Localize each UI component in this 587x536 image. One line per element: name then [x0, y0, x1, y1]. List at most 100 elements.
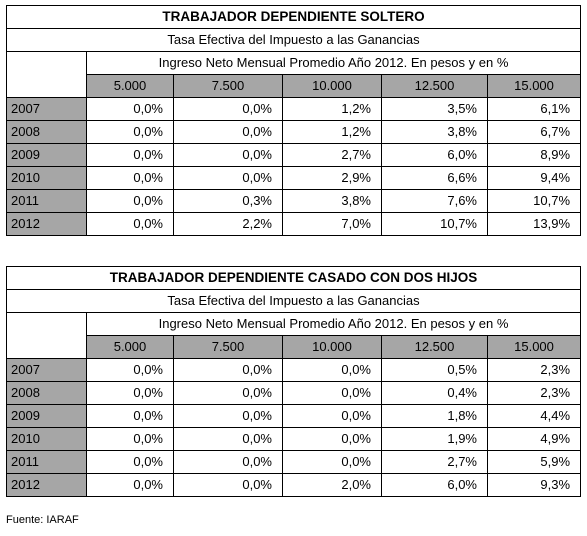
value-cell: 0,0% [173, 97, 283, 121]
year-cell: 2012 [6, 473, 87, 497]
table-subtitle: Tasa Efectiva del Impuesto a las Gananci… [5, 28, 582, 52]
value-cell: 6,7% [486, 120, 582, 144]
value-cell: 1,2% [282, 97, 382, 121]
value-cell: 7,0% [282, 212, 382, 236]
value-cell: 2,3% [486, 381, 582, 405]
table-title: TRABAJADOR DEPENDIENTE CASADO CON DOS HI… [5, 266, 582, 290]
value-cell: 6,6% [381, 166, 488, 190]
value-cell: 8,9% [486, 143, 582, 167]
value-cell: 4,4% [486, 404, 582, 428]
year-cell: 2009 [6, 143, 87, 167]
table-row: 2011 0,0% 0,0% 0,0% 2,7% 5,9% [6, 450, 582, 474]
value-cell: 0,0% [173, 381, 283, 405]
value-cell: 9,4% [486, 166, 582, 190]
table-subtitle: Tasa Efectiva del Impuesto a las Gananci… [5, 289, 582, 313]
table-row: 2010 0,0% 0,0% 2,9% 6,6% 9,4% [6, 166, 582, 190]
value-cell: 2,2% [173, 212, 283, 236]
value-cell: 3,8% [381, 120, 488, 144]
value-cell: 2,7% [282, 143, 382, 167]
year-cell: 2008 [6, 120, 87, 144]
value-cell: 0,0% [86, 450, 174, 474]
table-row: 2009 0,0% 0,0% 2,7% 6,0% 8,9% [6, 143, 582, 167]
value-cell: 1,8% [381, 404, 488, 428]
value-cell: 0,3% [173, 189, 283, 213]
column-header: 15.000 [486, 335, 582, 359]
value-cell: 0,0% [282, 427, 382, 451]
value-cell: 0,0% [173, 473, 283, 497]
year-cell: 2011 [6, 189, 87, 213]
value-cell: 5,9% [486, 450, 582, 474]
table-row: 2011 0,0% 0,3% 3,8% 7,6% 10,7% [6, 189, 582, 213]
table-casado: TRABAJADOR DEPENDIENTE CASADO CON DOS HI… [5, 266, 582, 497]
value-cell: 0,0% [282, 381, 382, 405]
column-group-header: Ingreso Neto Mensual Promedio Año 2012. … [85, 51, 582, 75]
value-cell: 0,0% [173, 120, 283, 144]
year-cell: 2010 [6, 427, 87, 451]
value-cell: 1,2% [282, 120, 382, 144]
value-cell: 0,0% [86, 358, 174, 382]
value-cell: 1,9% [381, 427, 488, 451]
value-cell: 0,0% [86, 143, 174, 167]
value-cell: 6,0% [381, 143, 488, 167]
value-cell: 2,7% [381, 450, 488, 474]
year-cell: 2009 [6, 404, 87, 428]
column-group-header: Ingreso Neto Mensual Promedio Año 2012. … [85, 312, 582, 336]
table-title: TRABAJADOR DEPENDIENTE SOLTERO [5, 5, 582, 29]
value-cell: 7,6% [381, 189, 488, 213]
value-cell: 0,0% [173, 427, 283, 451]
value-cell: 0,0% [86, 212, 174, 236]
value-cell: 0,0% [282, 404, 382, 428]
table-row: 2012 0,0% 2,2% 7,0% 10,7% 13,9% [6, 212, 582, 236]
value-cell: 0,0% [173, 358, 283, 382]
value-cell: 0,0% [86, 404, 174, 428]
column-header: 5.000 [86, 74, 174, 98]
value-cell: 0,0% [86, 166, 174, 190]
year-cell: 2008 [6, 381, 87, 405]
column-header: 15.000 [486, 74, 582, 98]
column-header: 10.000 [282, 74, 382, 98]
column-header: 5.000 [86, 335, 174, 359]
value-cell: 0,0% [86, 473, 174, 497]
value-cell: 0,5% [381, 358, 488, 382]
value-cell: 2,9% [282, 166, 382, 190]
value-cell: 0,0% [86, 427, 174, 451]
value-cell: 9,3% [486, 473, 582, 497]
column-header: 12.500 [381, 74, 488, 98]
table-soltero: TRABAJADOR DEPENDIENTE SOLTERO Tasa Efec… [5, 5, 582, 236]
table-row: 2007 0,0% 0,0% 0,0% 0,5% 2,3% [6, 358, 582, 382]
table-row: 2009 0,0% 0,0% 0,0% 1,8% 4,4% [6, 404, 582, 428]
value-cell: 0,0% [282, 450, 382, 474]
value-cell: 0,0% [173, 143, 283, 167]
table-row: 2007 0,0% 0,0% 1,2% 3,5% 6,1% [6, 97, 582, 121]
year-cell: 2011 [6, 450, 87, 474]
column-header: 7.500 [173, 74, 283, 98]
value-cell: 3,8% [282, 189, 382, 213]
value-cell: 0,0% [282, 358, 382, 382]
column-header: 12.500 [381, 335, 488, 359]
value-cell: 2,0% [282, 473, 382, 497]
table-row: 2012 0,0% 0,0% 2,0% 6,0% 9,3% [6, 473, 582, 497]
value-cell: 10,7% [486, 189, 582, 213]
value-cell: 0,0% [86, 97, 174, 121]
value-cell: 0,0% [173, 404, 283, 428]
column-header: 10.000 [282, 335, 382, 359]
year-cell: 2007 [6, 358, 87, 382]
value-cell: 0,4% [381, 381, 488, 405]
value-cell: 0,0% [173, 166, 283, 190]
value-cell: 6,1% [486, 97, 582, 121]
source-note: Fuente: IARAF [6, 514, 79, 526]
table-row: 2008 0,0% 0,0% 0,0% 0,4% 2,3% [6, 381, 582, 405]
table-row: 2010 0,0% 0,0% 0,0% 1,9% 4,9% [6, 427, 582, 451]
corner-cell [6, 51, 87, 98]
year-cell: 2012 [6, 212, 87, 236]
year-cell: 2007 [6, 97, 87, 121]
value-cell: 0,0% [86, 120, 174, 144]
column-header: 7.500 [173, 335, 283, 359]
value-cell: 0,0% [173, 450, 283, 474]
year-cell: 2010 [6, 166, 87, 190]
table-row: 2008 0,0% 0,0% 1,2% 3,8% 6,7% [6, 120, 582, 144]
value-cell: 10,7% [381, 212, 488, 236]
value-cell: 3,5% [381, 97, 488, 121]
value-cell: 4,9% [486, 427, 582, 451]
value-cell: 2,3% [486, 358, 582, 382]
